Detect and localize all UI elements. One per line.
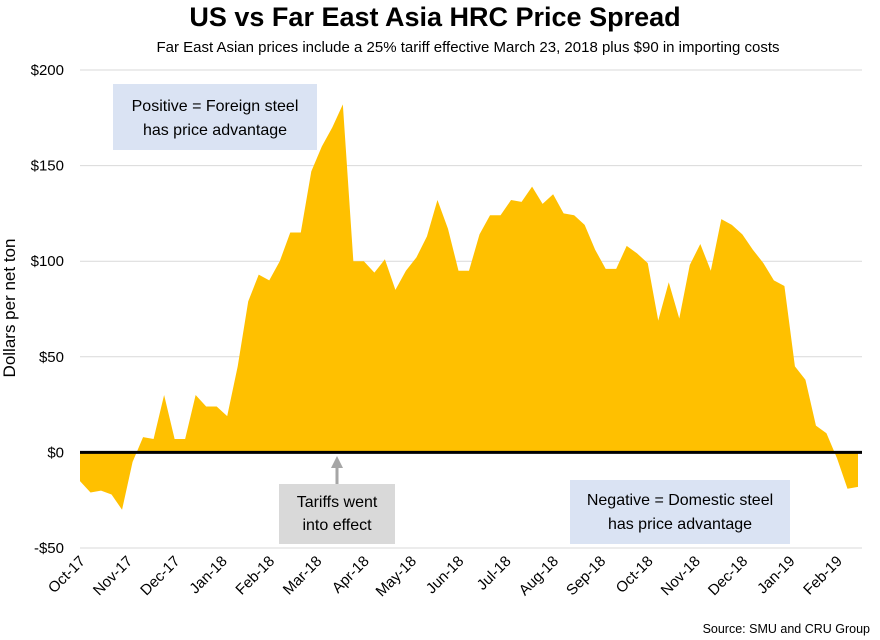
annotation-tariff-line1: Tariffs went [297,494,378,511]
chart-subtitle: Far East Asian prices include a 25% tari… [156,39,779,56]
chart-title: US vs Far East Asia HRC Price Spread [189,2,680,32]
x-tick-label: Feb-19 [800,553,846,599]
x-tick-label: Apr-18 [329,553,373,597]
annotation-positive: Positive = Foreign steel has price advan… [113,84,317,150]
source-note: Source: SMU and CRU Group [703,622,870,636]
y-tick-label: $100 [31,253,64,270]
x-tick-label: Jan-19 [754,553,798,597]
annotation-negative-box [570,480,790,544]
x-tick-label: Jul-18 [474,553,515,594]
y-tick-label: $50 [39,349,64,366]
x-tick-label: Dec-18 [705,553,751,599]
tariff-arrow-head [331,456,343,468]
annotation-negative-line1: Negative = Domestic steel [587,492,773,509]
annotation-negative-line2: has price advantage [608,516,752,533]
series-area [80,104,858,510]
y-tick-label: -$50 [34,540,64,557]
x-tick-label: Jan-18 [186,553,230,597]
annotation-tariff-box [279,484,395,544]
y-tick-label: $200 [31,62,64,79]
x-tick-label: Nov-18 [658,553,704,599]
x-tick-label: May-18 [373,553,420,600]
y-tick-label: $0 [47,444,64,461]
x-tick-label: Oct-17 [45,553,89,597]
annotation-tariff: Tariffs went into effect [279,456,395,544]
y-tick-label: $150 [31,158,64,175]
y-tick-labels: $200 $150 $100 $50 $0 -$50 [31,62,64,557]
x-tick-label: Feb-18 [232,553,278,599]
annotation-positive-line2: has price advantage [143,122,287,139]
annotation-negative: Negative = Domestic steel has price adva… [570,480,790,544]
x-tick-label: Dec-17 [137,553,183,599]
series-area-group [80,104,858,510]
x-tick-label: Mar-18 [280,553,326,599]
x-tick-labels: Oct-17 Nov-17 Dec-17 Jan-18 Feb-18 Mar-18 Apr-… [45,553,846,600]
x-tick-label: Aug-18 [516,553,562,599]
annotation-positive-line1: Positive = Foreign steel [132,98,299,115]
x-tick-label: Jun-18 [423,553,467,597]
y-axis-label: Dollars per net ton [0,239,19,378]
x-tick-label: Oct-18 [613,553,657,597]
x-tick-label: Sep-18 [563,553,609,599]
annotation-tariff-line2: into effect [302,517,372,534]
annotation-positive-box [113,84,317,150]
x-tick-label: Nov-17 [90,553,136,599]
